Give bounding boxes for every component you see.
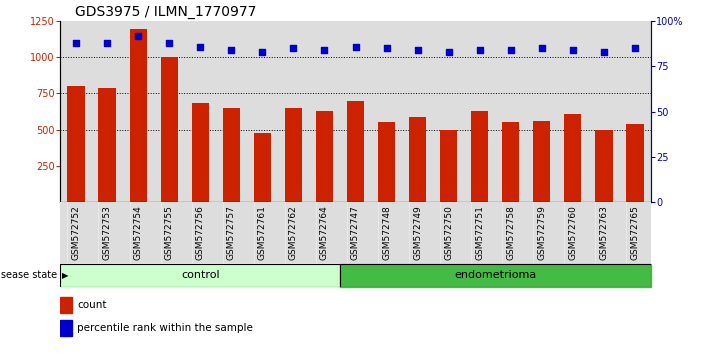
Bar (99, 88, 116, 202)
Point (132, 33, 144, 39)
Bar (60, 320, 72, 336)
Text: GSM572757: GSM572757 (227, 205, 236, 260)
Point (443, 49, 454, 55)
Text: disease state: disease state (0, 270, 57, 280)
Point (195, 44, 206, 49)
Text: GSM572765: GSM572765 (631, 205, 639, 260)
Text: percentile rank within the sample: percentile rank within the sample (77, 323, 253, 333)
Bar (440, 130, 457, 202)
Text: GSM572761: GSM572761 (258, 205, 267, 260)
Text: GSM572747: GSM572747 (351, 205, 360, 259)
Point (288, 46, 299, 51)
Point (319, 47, 330, 53)
Text: GSM572764: GSM572764 (320, 205, 329, 259)
Point (536, 46, 547, 51)
Bar (254, 133, 271, 202)
Text: GSM572762: GSM572762 (289, 205, 298, 259)
Point (474, 47, 486, 53)
Text: GDS3975 / ILMN_1770977: GDS3975 / ILMN_1770977 (75, 5, 256, 19)
Bar (502, 122, 519, 202)
Text: GSM572752: GSM572752 (72, 205, 80, 259)
Text: GSM572755: GSM572755 (165, 205, 173, 260)
Bar (340, 264, 651, 287)
Point (350, 44, 361, 49)
Bar (409, 117, 426, 202)
Bar (533, 121, 550, 202)
Text: GSM572751: GSM572751 (475, 205, 484, 260)
Bar (471, 111, 488, 202)
Text: GSM572749: GSM572749 (413, 205, 422, 259)
Bar (347, 101, 364, 202)
Bar (285, 108, 302, 202)
Bar (60, 264, 340, 287)
Text: GSM572760: GSM572760 (568, 205, 577, 260)
Point (629, 46, 641, 51)
Bar (223, 108, 240, 202)
Text: GSM572750: GSM572750 (444, 205, 453, 260)
Text: count: count (77, 300, 107, 310)
Text: GSM572758: GSM572758 (506, 205, 515, 260)
Bar (68, 86, 85, 202)
Text: GSM572759: GSM572759 (538, 205, 546, 260)
Bar (565, 114, 582, 202)
Text: endometrioma: endometrioma (454, 270, 536, 280)
Point (567, 47, 579, 53)
Bar (316, 111, 333, 202)
Bar (129, 29, 146, 202)
Bar (595, 130, 612, 202)
Point (505, 47, 516, 53)
Bar (60, 297, 72, 313)
Point (381, 46, 392, 51)
Point (257, 49, 268, 55)
Text: GSM572748: GSM572748 (382, 205, 391, 259)
Text: GSM572753: GSM572753 (102, 205, 112, 260)
Text: control: control (181, 270, 220, 280)
Bar (626, 124, 643, 202)
Bar (192, 103, 209, 202)
Point (164, 40, 175, 46)
Point (598, 49, 609, 55)
Text: GSM572756: GSM572756 (196, 205, 205, 260)
Text: ▶: ▶ (62, 271, 68, 280)
Text: GSM572763: GSM572763 (599, 205, 609, 260)
Text: GSM572754: GSM572754 (134, 205, 143, 259)
Point (102, 40, 113, 46)
Bar (161, 57, 178, 202)
Point (412, 47, 423, 53)
Point (70, 40, 82, 46)
Point (225, 47, 237, 53)
Bar (378, 122, 395, 202)
